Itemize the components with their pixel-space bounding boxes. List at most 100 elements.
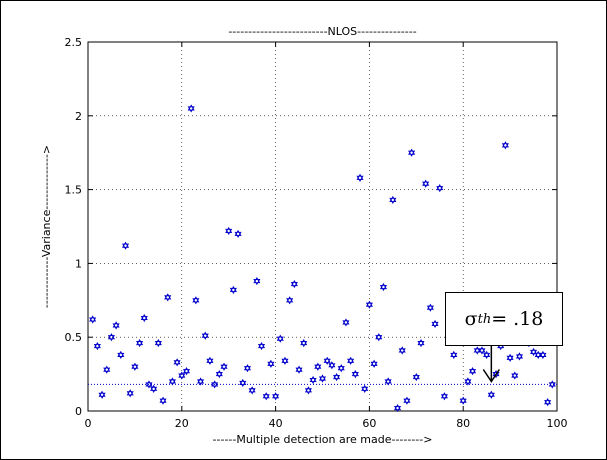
data-point (243, 364, 252, 373)
x-tick-label: 40 (269, 417, 283, 430)
data-point (351, 369, 359, 379)
x-axis-label: ------Multiple detection are made-------… (213, 433, 433, 446)
y-tick-label: 0 (75, 405, 82, 418)
axes-box (87, 41, 558, 412)
data-point (136, 338, 144, 348)
data-point (393, 403, 402, 413)
data-point (295, 365, 303, 374)
x-tick-label: 20 (175, 417, 189, 430)
data-point (253, 277, 261, 286)
y-tick-label: 2 (75, 110, 82, 123)
data-point (469, 367, 477, 376)
data-point (257, 341, 266, 351)
data-point (389, 195, 397, 205)
data-point (262, 392, 270, 401)
data-point (426, 303, 434, 312)
data-point (215, 369, 223, 379)
data-point (417, 338, 425, 348)
data-point (478, 346, 486, 355)
data-point (309, 375, 317, 385)
data-point (440, 392, 448, 401)
data-point (487, 390, 495, 399)
data-point (398, 346, 406, 355)
data-point (548, 380, 556, 389)
data-point (206, 356, 214, 365)
data-point (112, 321, 120, 330)
y-tick-label: 1 (75, 257, 82, 270)
data-point (501, 141, 509, 150)
data-point (126, 389, 134, 398)
y-tick-label: 2.5 (65, 36, 83, 49)
data-point (178, 371, 186, 380)
data-point (483, 350, 491, 360)
data-point (107, 333, 115, 342)
data-point (93, 341, 101, 351)
data-point (431, 319, 439, 329)
x-tick-label: 60 (362, 417, 376, 430)
data-point (145, 380, 153, 389)
data-point (117, 350, 125, 360)
data-point (164, 293, 172, 302)
chart-title: -------------------------NLOS-----------… (228, 25, 416, 38)
data-point (187, 104, 195, 113)
data-point (314, 362, 322, 371)
data-point (182, 367, 191, 376)
data-points (89, 104, 556, 413)
data-point (103, 365, 111, 374)
data-point (197, 377, 205, 386)
data-point (534, 350, 542, 360)
y-tick-label: 0.5 (65, 331, 83, 344)
data-point (436, 184, 444, 193)
data-point (89, 315, 97, 324)
data-point (323, 356, 331, 365)
data-point (328, 361, 336, 370)
data-point (370, 359, 378, 368)
data-point (356, 173, 364, 182)
data-point (539, 350, 547, 360)
data-point (333, 372, 341, 382)
data-point (168, 377, 176, 386)
data-point (98, 390, 106, 399)
data-point (131, 362, 139, 371)
data-point (450, 350, 458, 360)
data-point (234, 229, 242, 238)
data-point (150, 384, 158, 393)
axis-ticks: 0 20 40 60 80 100 0 0.5 1 1.5 2 2.5 (65, 36, 568, 430)
data-point (248, 386, 256, 395)
sigma-subscript: th (477, 311, 492, 327)
data-point (201, 331, 209, 340)
threshold-value: = .18 (491, 308, 544, 330)
data-point (337, 364, 345, 373)
x-tick-label: 0 (85, 417, 92, 430)
data-point (459, 396, 467, 405)
data-point (281, 356, 289, 365)
data-point (342, 318, 350, 327)
data-point (286, 296, 294, 305)
data-point (365, 300, 373, 309)
data-point (229, 285, 237, 295)
data-point (154, 338, 162, 348)
data-point (511, 371, 519, 380)
data-point (300, 338, 308, 348)
data-point (544, 398, 552, 407)
data-point (304, 386, 312, 395)
x-tick-label: 80 (456, 417, 470, 430)
data-point (361, 384, 369, 393)
data-point (379, 282, 388, 292)
grid-lines (88, 42, 557, 411)
data-point (408, 148, 416, 157)
data-point (506, 353, 514, 362)
data-point (173, 358, 181, 367)
data-point (422, 179, 430, 188)
y-tick-label: 1.5 (65, 184, 83, 197)
x-tick-label: 100 (547, 417, 568, 430)
y-axis-label: -------------Variance--------------> (40, 145, 53, 308)
annotation-arrow (482, 346, 500, 383)
data-point (347, 356, 355, 365)
data-point (121, 241, 130, 250)
data-point (375, 333, 383, 342)
threshold-annotation: σ th = .18 (445, 292, 563, 346)
data-point (318, 374, 327, 383)
data-point (140, 313, 148, 323)
sigma-symbol: σ (464, 308, 478, 330)
